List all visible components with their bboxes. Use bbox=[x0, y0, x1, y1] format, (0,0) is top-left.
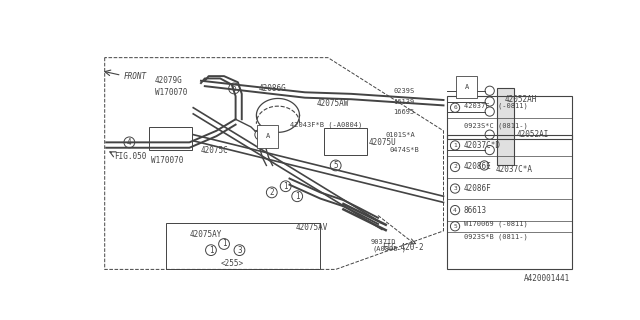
Text: 3: 3 bbox=[237, 246, 242, 255]
Text: A: A bbox=[465, 84, 468, 90]
Text: 42075AW: 42075AW bbox=[316, 99, 349, 108]
Text: 1: 1 bbox=[209, 246, 213, 255]
Text: 4: 4 bbox=[127, 138, 132, 147]
Text: 42043F*B (-A0804): 42043F*B (-A0804) bbox=[289, 121, 362, 128]
Text: 0923S*C (0811-): 0923S*C (0811-) bbox=[463, 122, 527, 129]
Text: 42086G: 42086G bbox=[259, 84, 287, 93]
Text: W170070: W170070 bbox=[155, 88, 187, 97]
Text: A: A bbox=[266, 133, 270, 139]
Text: FIG.420-2: FIG.420-2 bbox=[382, 243, 424, 252]
Text: FIG.050: FIG.050 bbox=[114, 152, 147, 161]
Text: 2: 2 bbox=[269, 188, 274, 197]
Text: 86613: 86613 bbox=[463, 206, 486, 215]
Bar bbox=[149, 127, 192, 150]
Text: 42037F  (-0811): 42037F (-0811) bbox=[463, 103, 527, 109]
Text: <255>: <255> bbox=[220, 259, 243, 268]
Text: 42037C*D: 42037C*D bbox=[463, 141, 500, 150]
Bar bbox=[324, 129, 367, 156]
Text: FRONT: FRONT bbox=[124, 72, 147, 81]
Text: 1: 1 bbox=[453, 143, 457, 148]
Text: 42086E: 42086E bbox=[463, 163, 492, 172]
Text: 1: 1 bbox=[221, 239, 227, 249]
Text: 42052AH: 42052AH bbox=[505, 95, 538, 105]
Text: 4: 4 bbox=[453, 208, 457, 212]
Text: A420001441: A420001441 bbox=[524, 274, 570, 283]
Text: 5: 5 bbox=[333, 161, 338, 170]
Text: W170069 (-0811): W170069 (-0811) bbox=[463, 221, 527, 228]
Text: 1: 1 bbox=[284, 182, 288, 191]
Text: 0239S: 0239S bbox=[394, 88, 415, 94]
Bar bbox=[166, 223, 320, 269]
Text: 0923S*B (0811-): 0923S*B (0811-) bbox=[463, 234, 527, 240]
Text: 9037ID: 9037ID bbox=[371, 239, 396, 245]
Text: 42086F: 42086F bbox=[463, 184, 492, 193]
Bar bbox=[497, 88, 515, 165]
Text: 16139: 16139 bbox=[394, 99, 415, 105]
Text: 42037C*A: 42037C*A bbox=[496, 165, 533, 174]
Bar bbox=[447, 135, 572, 269]
Text: 42075AV: 42075AV bbox=[296, 222, 328, 232]
Text: 5: 5 bbox=[453, 224, 457, 229]
Text: 42075C: 42075C bbox=[201, 146, 228, 155]
Text: 16695: 16695 bbox=[394, 108, 415, 115]
Text: 42079G: 42079G bbox=[155, 76, 182, 85]
Text: 0474S*B: 0474S*B bbox=[390, 147, 419, 153]
Text: 1: 1 bbox=[295, 192, 300, 201]
Text: 6: 6 bbox=[232, 84, 236, 93]
Text: 42052AI: 42052AI bbox=[516, 130, 549, 139]
Text: 42075AY: 42075AY bbox=[189, 230, 222, 239]
Text: 2: 2 bbox=[453, 164, 457, 170]
Text: 42075U: 42075U bbox=[369, 138, 397, 147]
Text: 5: 5 bbox=[258, 130, 262, 139]
Text: W170070: W170070 bbox=[151, 156, 183, 164]
Text: 0101S*A: 0101S*A bbox=[386, 132, 415, 138]
Text: 6: 6 bbox=[453, 105, 457, 110]
Text: 3: 3 bbox=[453, 186, 457, 191]
Bar bbox=[447, 96, 572, 139]
Text: (A0806-): (A0806-) bbox=[372, 245, 406, 252]
